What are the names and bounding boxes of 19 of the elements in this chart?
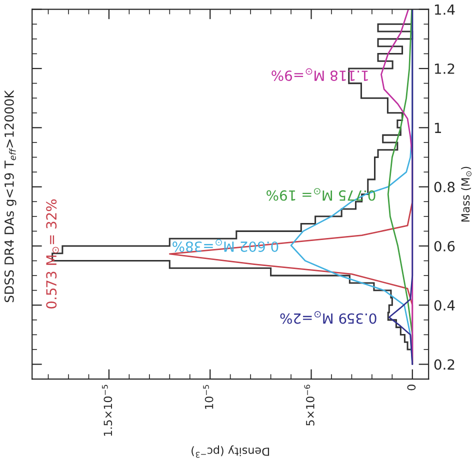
series-label: 0.359 M$_{⊙}$=2%: [280, 311, 376, 324]
y-tick-label: 1.2: [434, 63, 454, 74]
text: SDSS DR4 DAs g<19 T$_{eff}$>12000K: [4, 90, 16, 302]
series-label: 0.602 M$_{⊙}$=38%: [172, 239, 278, 252]
y-tick-label: 0.2: [434, 359, 454, 370]
series-label: 1.118 M$_{⊙}$=9%: [272, 68, 368, 82]
y-tick-label: 0.6: [434, 240, 455, 252]
x-tick-label: 10$^{−5}$: [203, 385, 214, 409]
y-tick-label: 1: [434, 122, 441, 133]
y-tick-label: 0.4: [434, 300, 455, 311]
y-axis-title: Mass (M$_{⊙}$): [461, 166, 472, 222]
x-tick-label: 1.5×10$^{−5}$: [102, 384, 112, 436]
series-label: 0.775 M$_{⊙}$= 19%: [266, 188, 376, 201]
text: 0.573 M$_{⊙}$= 32%: [46, 199, 59, 308]
x-tick-label: 5×10$^{−6}$: [304, 384, 314, 426]
y-tick-label: 1.4: [434, 4, 455, 15]
x-tick-label: 0: [407, 384, 416, 390]
x-axis-title: Density (pc$^{−3}$): [192, 445, 270, 458]
y-tick-label: 0.8: [434, 182, 455, 192]
